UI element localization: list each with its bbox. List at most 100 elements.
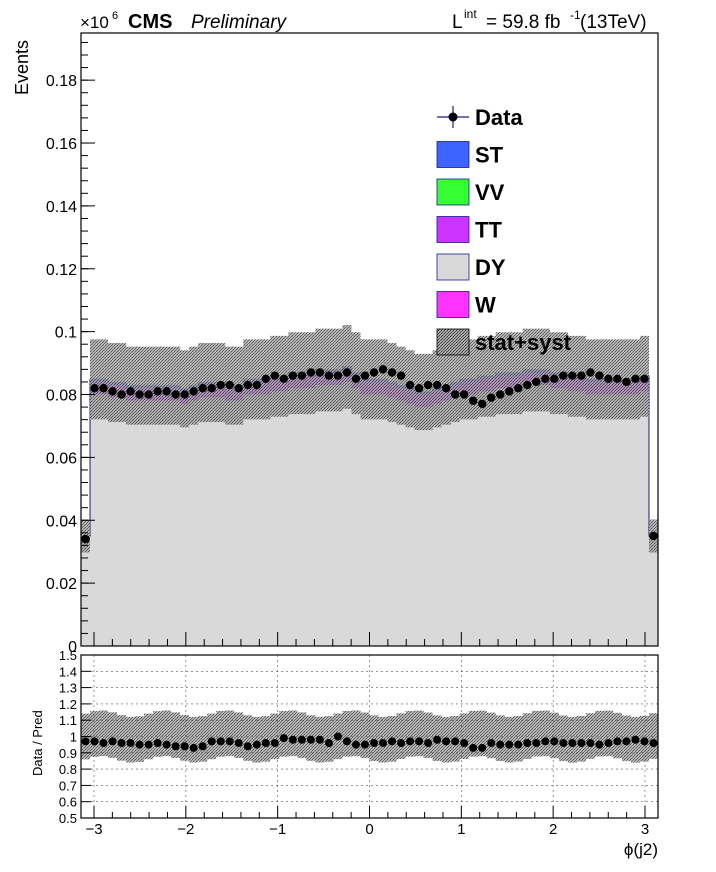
ratio-y-tick-label: 0.6: [59, 795, 77, 810]
data-point: [468, 396, 478, 405]
data-point: [153, 387, 162, 396]
ratio-point: [306, 735, 315, 744]
ratio-point: [379, 739, 388, 748]
data-point: [432, 380, 442, 390]
main-histogram: [80, 324, 659, 646]
data-point: [243, 380, 252, 390]
data-point: [622, 377, 631, 387]
ratio-y-tick-label: 0.9: [59, 746, 77, 761]
ratio-point: [108, 737, 117, 746]
legend-swatch: [436, 291, 470, 318]
data-point: [288, 371, 298, 380]
ratio-point: [487, 739, 496, 748]
ratio-point: [505, 740, 514, 749]
data-point: [108, 387, 117, 396]
ratio-point: [333, 732, 342, 741]
data-point: [189, 387, 198, 396]
y-tick-label: 0.16: [46, 136, 77, 153]
data-point: [225, 380, 234, 390]
legend-swatch: [436, 216, 470, 243]
ratio-point: [577, 739, 586, 748]
legend-label: VV: [475, 180, 505, 205]
y-tick-label: 0: [68, 639, 77, 656]
legend-entry-tt: TT: [436, 216, 502, 243]
ratio-point: [342, 737, 351, 746]
y-tick-label: 0.1: [55, 325, 77, 342]
legend-entry-w: W: [436, 291, 496, 318]
ratio-point: [360, 740, 369, 749]
y-tick-label: 0.08: [46, 388, 77, 405]
data-point: [117, 390, 126, 399]
ratio-point: [126, 739, 135, 748]
plot-header: ×10 6 CMS Preliminary L int = 59.8 fb -1…: [80, 7, 647, 33]
ratio-y-tick-label: 1.4: [59, 664, 77, 679]
ratio-point: [370, 739, 379, 748]
x-tick-label: 2: [549, 821, 557, 838]
data-point: [595, 371, 604, 380]
ratio-point: [99, 739, 108, 748]
data-point: [324, 371, 334, 380]
data-point: [234, 384, 243, 393]
ratio-point: [415, 737, 424, 746]
ratio-point: [153, 739, 162, 748]
stat-syst-band: [81, 324, 658, 553]
ratio-point: [406, 737, 415, 746]
x-tick-label: −1: [269, 821, 286, 838]
data-point: [333, 371, 343, 380]
data-point: [523, 380, 532, 390]
ratio-point: [144, 740, 153, 749]
y-tick-label: 0.12: [46, 262, 77, 279]
data-point: [360, 371, 370, 380]
ratio-point: [649, 739, 658, 748]
y-axis-label: Events: [12, 40, 32, 95]
legend-label: W: [475, 293, 496, 318]
ratio-y-tick-label: 1.1: [59, 713, 77, 728]
data-point: [315, 368, 325, 377]
ratio-point: [162, 740, 171, 749]
ratio-point: [622, 737, 631, 746]
x-tick-label: −3: [85, 821, 102, 838]
ratio-point: [207, 737, 216, 746]
ratio-y-tick-label: 1.3: [59, 681, 77, 696]
y-tick-label: 0.02: [46, 576, 77, 593]
ratio-point: [514, 740, 523, 749]
ratio-point: [541, 737, 550, 746]
ratio-point: [550, 737, 559, 746]
ratio-y-tick-label: 0.8: [59, 762, 77, 777]
data-point: [423, 380, 433, 390]
data-point: [144, 390, 153, 399]
data-point: [180, 390, 189, 399]
data-point: [369, 368, 379, 377]
ratio-point: [270, 739, 279, 748]
ratio-point: [469, 743, 478, 752]
lumi-unit-power: -1: [570, 8, 581, 22]
y-tick-label: 0.14: [46, 199, 77, 216]
ratio-point: [252, 740, 261, 749]
ratio-point: [388, 737, 397, 746]
data-point: [126, 387, 135, 396]
status-label: Preliminary: [191, 12, 288, 33]
ratio-point: [532, 739, 541, 748]
legend-entry-stat-syst: stat+syst: [436, 328, 572, 356]
data-point: [487, 393, 496, 402]
ratio-point: [451, 737, 460, 746]
ratio-point: [225, 737, 234, 746]
ratio-panel: 0.50.60.70.80.911.11.21.31.41.5−3 −2 −1 0 1 2…: [30, 648, 659, 859]
experiment-label: CMS: [128, 11, 172, 33]
legend-entry-st: ST: [436, 141, 504, 168]
data-point: [477, 399, 487, 409]
ratio-point: [496, 740, 505, 749]
legend-swatch: [436, 253, 470, 281]
luminosity-label: L int = 59.8 fb -1 (13TeV): [452, 7, 647, 33]
data-point: [342, 368, 352, 377]
data-point: [306, 368, 316, 377]
lumi-symbol: L: [452, 12, 463, 33]
ratio-point: [351, 740, 360, 749]
data-point: [640, 374, 649, 383]
legend-marker: [448, 112, 458, 122]
main-axes: 0 0.02 0.04 0.06 0.08 0.1 0.12 0.14 0.16 0.18: [46, 41, 646, 656]
legend-swatch: [436, 328, 470, 356]
ratio-y-tick-label: 0.5: [59, 811, 77, 826]
data-point: [604, 374, 613, 383]
ratio-point: [90, 737, 99, 746]
